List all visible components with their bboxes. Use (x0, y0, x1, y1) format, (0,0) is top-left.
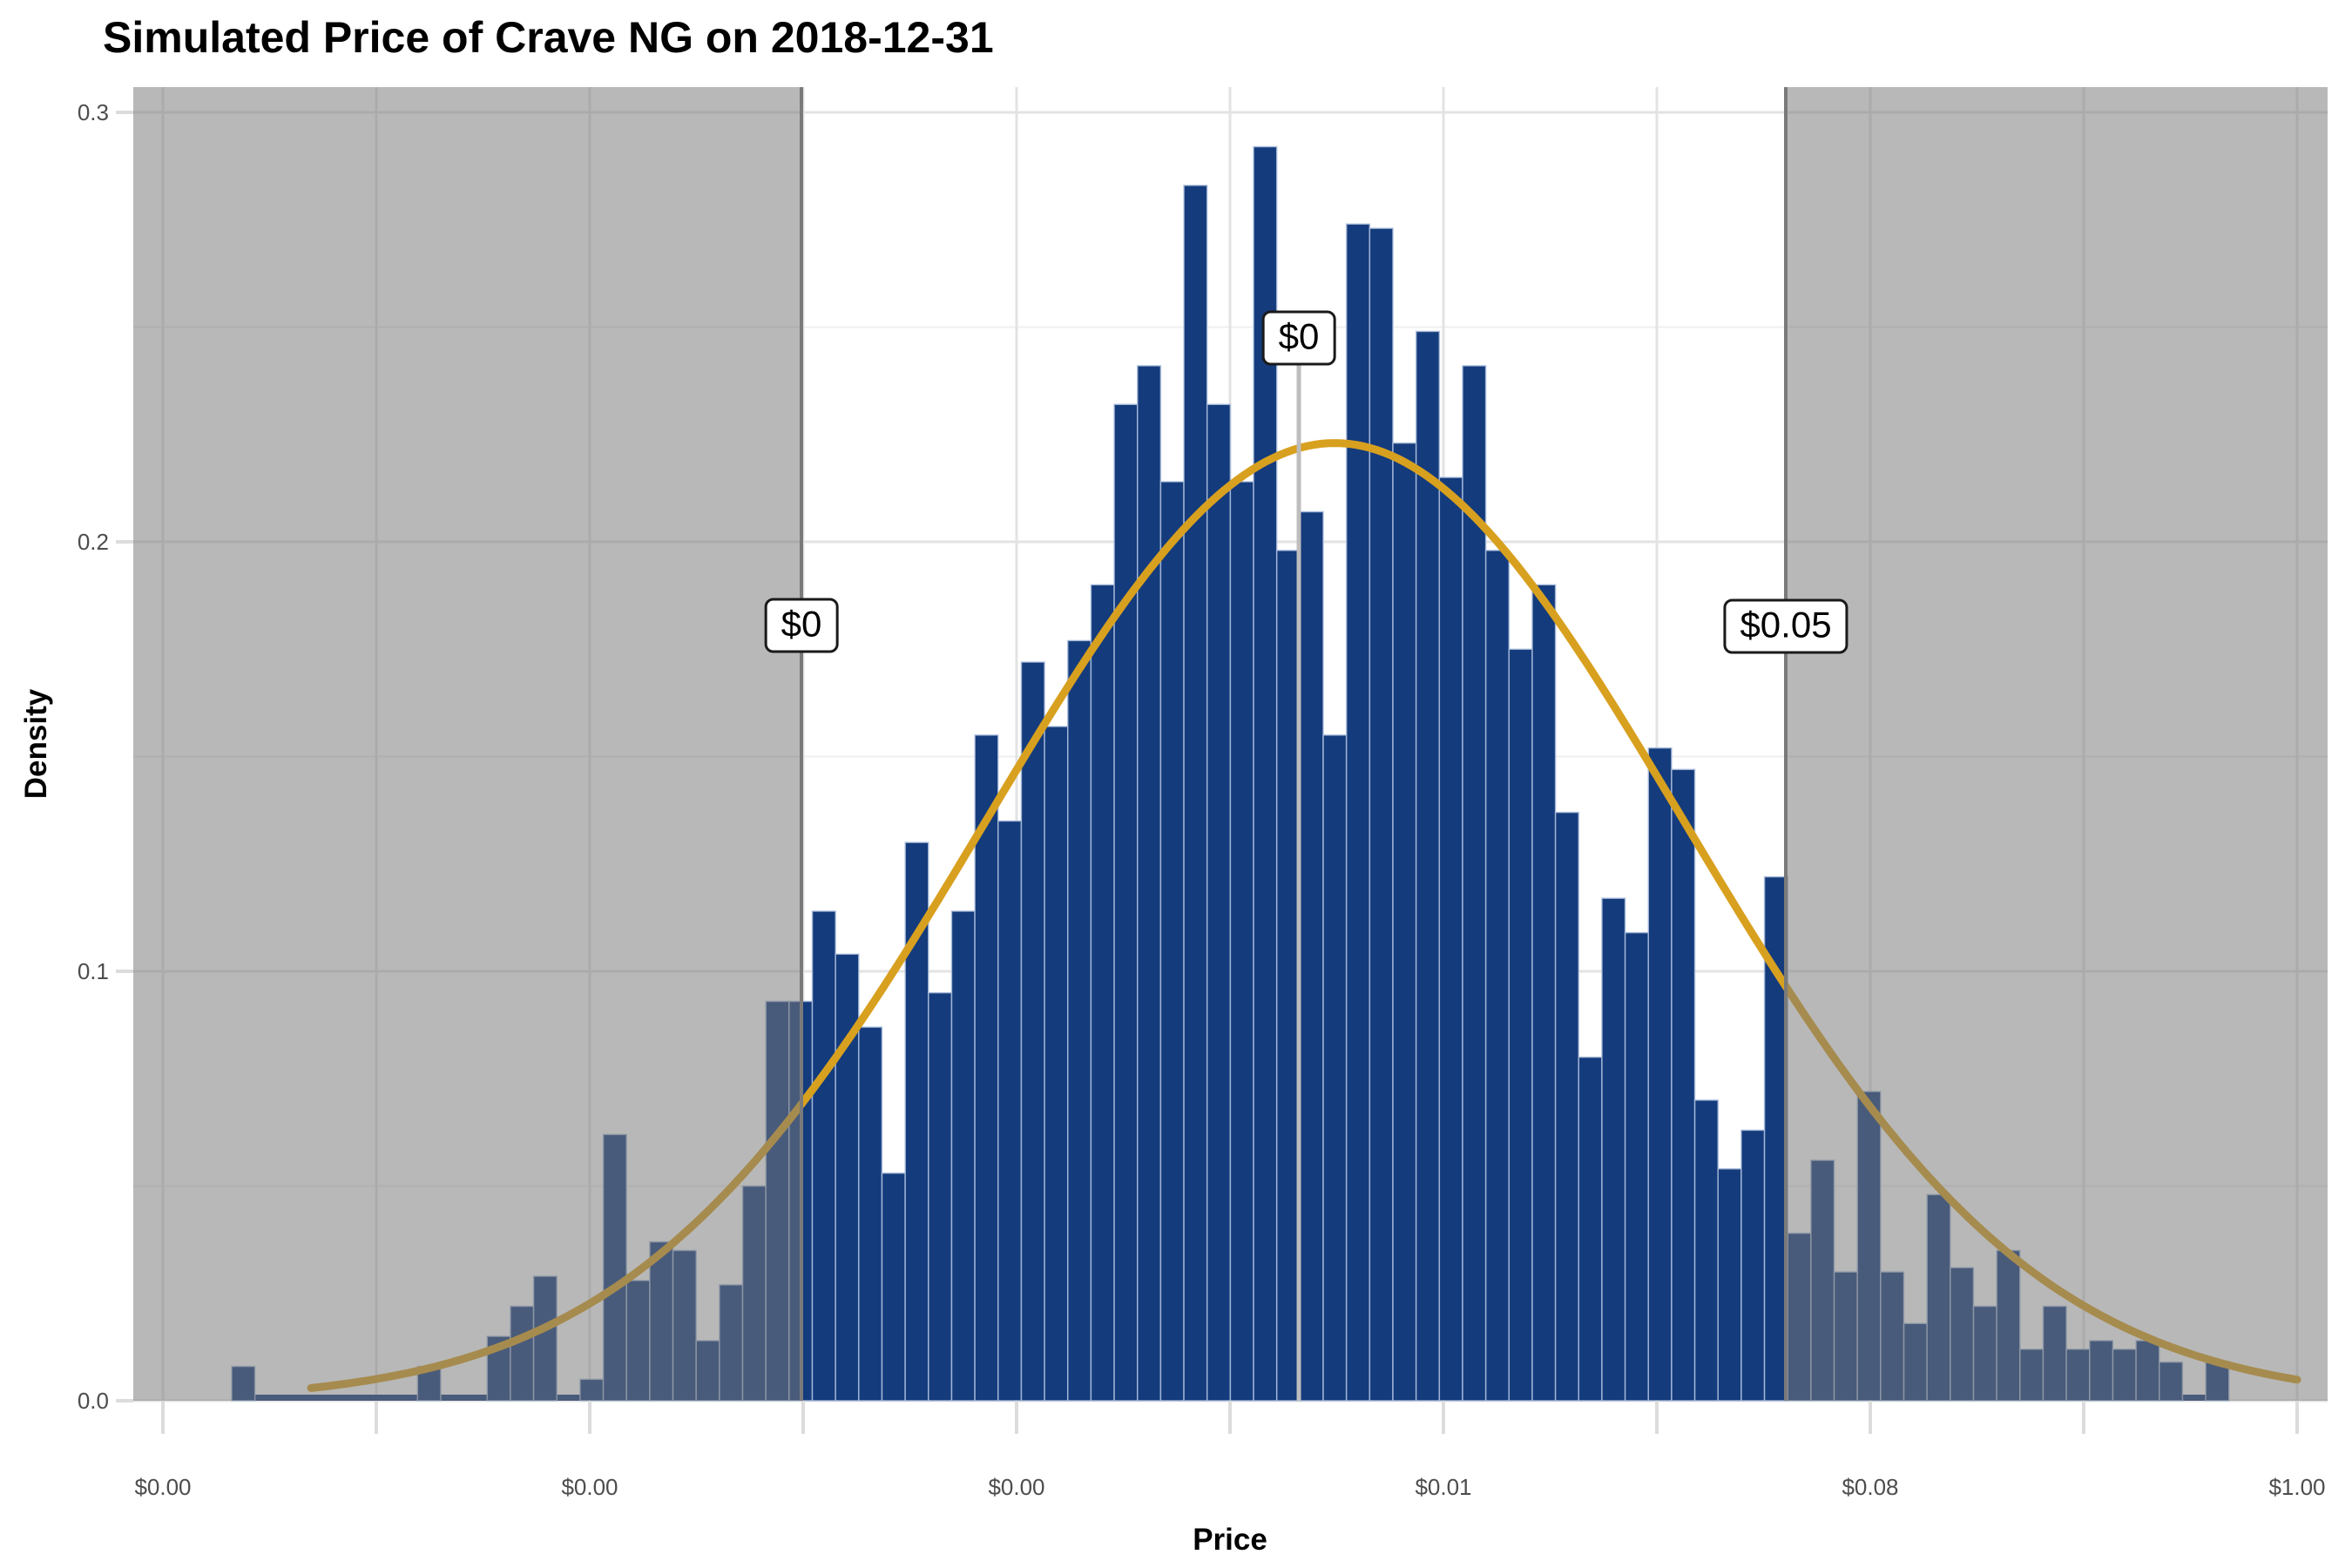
y-tick-label: 0.3 (78, 99, 109, 125)
histogram-bar (1206, 403, 1232, 1402)
histogram-bar (1275, 550, 1301, 1402)
x-tick-label: $1.00 (2268, 1474, 2325, 1500)
x-axis-title: Price (1193, 1523, 1267, 1557)
histogram-bar (1345, 223, 1371, 1402)
histogram-bar (858, 1026, 883, 1402)
histogram-bar (1090, 584, 1115, 1402)
histogram-bar (1717, 1168, 1742, 1402)
histogram-bar (1554, 811, 1580, 1402)
histogram-bar (1392, 442, 1417, 1402)
upper-ci-label: $0.05 (1723, 598, 1848, 654)
histogram-bar (1601, 897, 1626, 1402)
lower-ci-label: $0 (764, 598, 839, 653)
histogram-bar (1183, 185, 1208, 1402)
histogram-bar (1067, 639, 1092, 1402)
histogram-bar (950, 910, 976, 1402)
histogram-bar (1531, 584, 1557, 1402)
histogram-bar (1020, 661, 1045, 1402)
median-label: $0 (1261, 310, 1336, 366)
histogram-bar (1322, 734, 1348, 1402)
chart-title: Simulated Price of Crave NG on 2018-12-3… (103, 13, 994, 62)
histogram-bar (974, 734, 999, 1402)
axes: $0.00 $0.00 $0.00 $0.01 $0.08 $1.00 0.0 0.1 0.2 0… (78, 99, 2326, 1500)
histogram-bar (1624, 931, 1650, 1402)
x-tick-label: $0.08 (1842, 1474, 1898, 1500)
x-tick-label: $0.01 (1415, 1474, 1471, 1500)
x-tick-label: $0.00 (134, 1474, 191, 1500)
histogram-bar (1299, 510, 1324, 1402)
ci-shade-left (133, 87, 801, 1401)
histogram-bar (1671, 768, 1696, 1402)
ci-shade-right (1786, 87, 2328, 1401)
histogram-bar (1647, 747, 1673, 1402)
y-axis-title: Density (19, 688, 53, 800)
x-tick-label: $0.00 (561, 1474, 618, 1500)
y-tick-label: 0.2 (78, 529, 109, 555)
histogram-bar (997, 820, 1023, 1402)
histogram-bar (1578, 1056, 1603, 1402)
histogram-bar (1229, 481, 1254, 1402)
histogram-bar (928, 991, 953, 1402)
histogram-bar (1159, 481, 1185, 1402)
histogram-bar (1693, 1099, 1719, 1402)
histogram-bar (1508, 648, 1533, 1402)
histogram-bar (1438, 476, 1463, 1402)
histogram-bar (1136, 365, 1162, 1402)
histogram-bar (1415, 330, 1441, 1402)
histogram-bar (811, 910, 836, 1402)
histogram-bar (1113, 403, 1139, 1402)
y-tick-label: 0.0 (78, 1388, 109, 1414)
x-tick-label: $0.00 (988, 1474, 1044, 1500)
histogram-bar (1740, 1129, 1766, 1402)
histogram-bar (881, 1172, 906, 1402)
histogram-bar (1044, 726, 1069, 1402)
histogram-bar (1484, 550, 1511, 1402)
y-tick-label: 0.1 (78, 958, 109, 984)
histogram-bar (835, 953, 860, 1402)
histogram-bar (1462, 365, 1487, 1402)
histogram-bar (1369, 227, 1394, 1402)
